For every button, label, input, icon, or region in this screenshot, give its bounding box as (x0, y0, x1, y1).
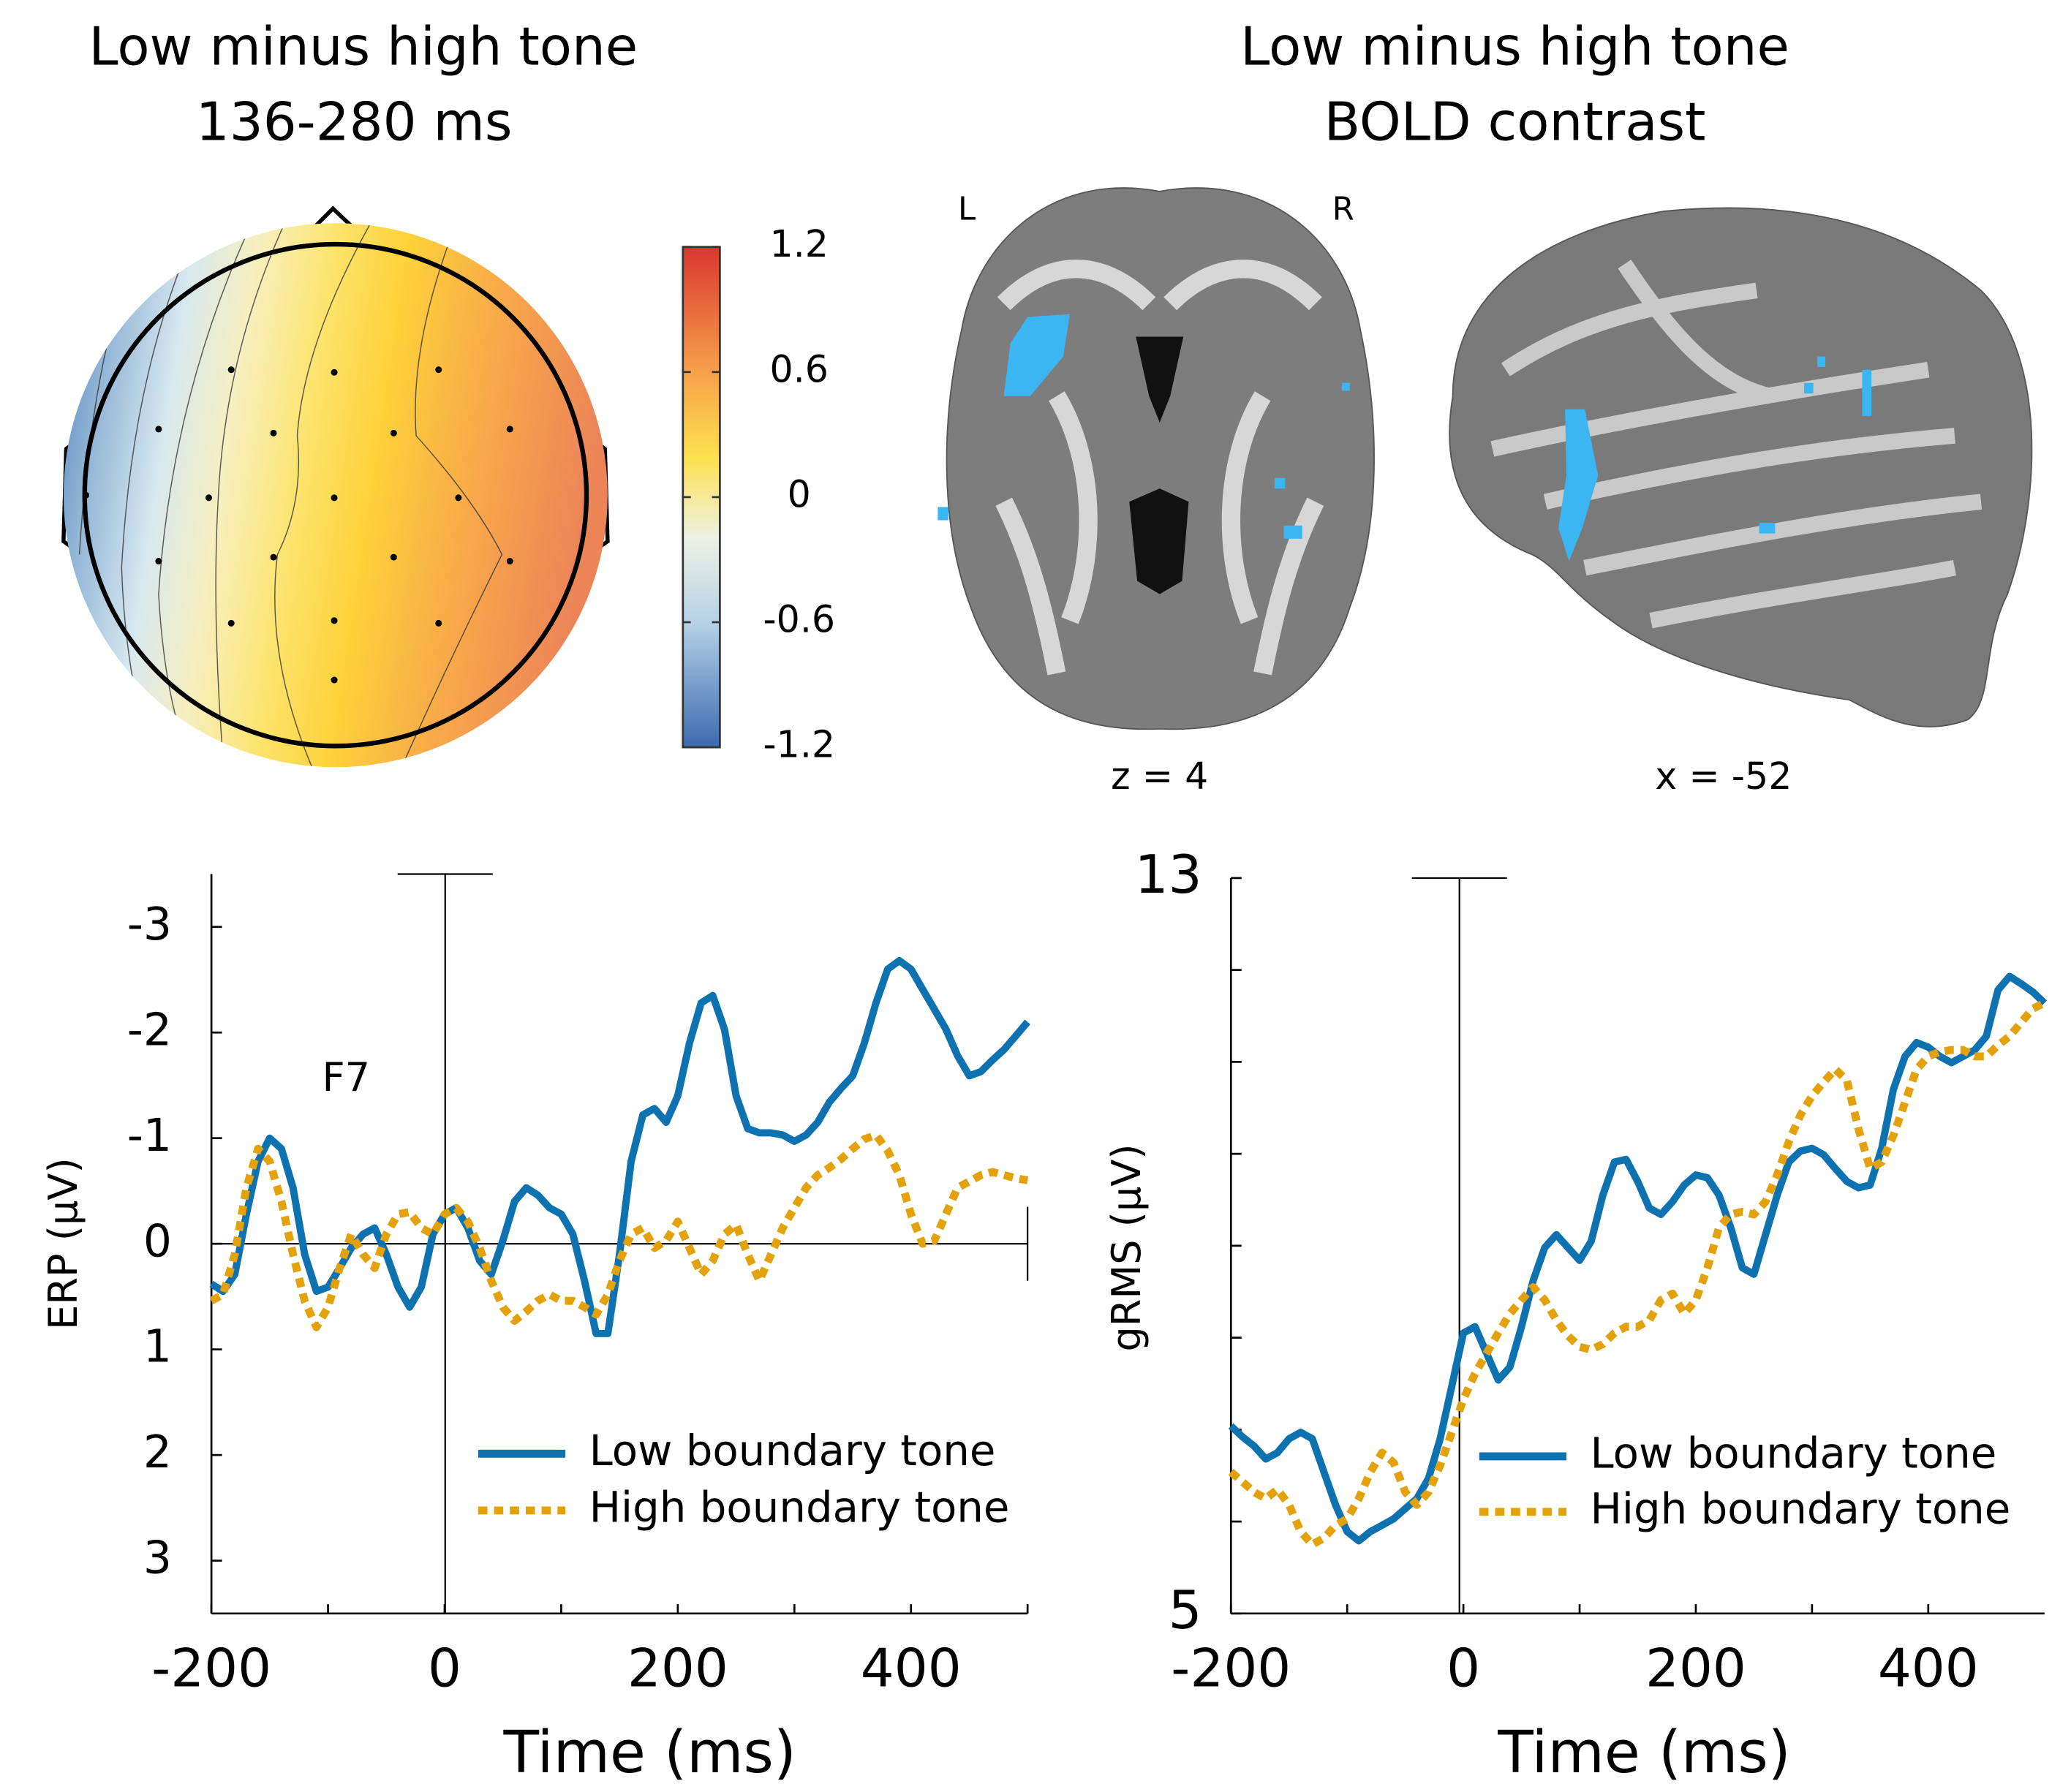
x-tick-label: -200 (1171, 1638, 1291, 1699)
chart: 5 13 -200 0 200 400 Time (ms) gRMS (µV) Low boun… (1104, 844, 2045, 1786)
legend-label: Low boundary tone (1590, 1429, 1996, 1478)
bold-title: Low minus high tone (1240, 17, 1789, 78)
left-label: L (958, 191, 976, 227)
y-tick-label: -1 (127, 1110, 172, 1162)
y-tick-label: 1 (143, 1321, 172, 1373)
colorbar-tick-label: 0.6 (770, 347, 829, 390)
y-tick-label: 2 (143, 1426, 172, 1478)
x-tick-label: 0 (1446, 1638, 1480, 1699)
legend-label: High boundary tone (1590, 1483, 2010, 1533)
x-tick-label: 200 (627, 1638, 728, 1699)
y-tick-label: 5 (1169, 1580, 1202, 1641)
topomap (53, 208, 621, 779)
colorbar-tick-label: 0 (788, 472, 811, 515)
sagittal-caption: x = -52 (1655, 755, 1792, 798)
colorbar-tick-label: -0.6 (763, 598, 835, 641)
right-label: R (1332, 191, 1354, 227)
topomap-subtitle: 136-280 ms (196, 92, 513, 154)
y-tick-label: -3 (127, 899, 172, 950)
axial-brain (938, 188, 1374, 729)
colorbar-tick-label: -1.2 (763, 723, 835, 766)
y-tick-label: 3 (143, 1532, 172, 1584)
y-tick-label: 13 (1135, 844, 1202, 906)
y-axis-label: ERP (µV) (40, 1157, 86, 1329)
x-tick-label: 200 (1645, 1638, 1746, 1699)
chart: -3 -2 -1 0 1 2 3 -200 0 200 400 Time (ms) ERP (µV) F7… (40, 874, 1027, 1786)
bold-subtitle: BOLD contrast (1324, 92, 1706, 154)
x-tick-label: 0 (428, 1638, 461, 1699)
page: {"topomap":{"title":["Low minus high ton… (0, 0, 2071, 1789)
x-axis-label: Time (ms) (502, 1718, 796, 1786)
x-tick-label: -200 (151, 1638, 271, 1699)
axial-caption: z = 4 (1111, 755, 1208, 798)
legend-label: High boundary tone (589, 1483, 1010, 1532)
topomap-title: Low minus high tone (88, 17, 638, 78)
y-tick-label: 0 (143, 1215, 172, 1267)
x-axis-label: Time (ms) (1497, 1718, 1790, 1786)
sagittal-brain (1449, 208, 2032, 727)
legend-label: Low boundary tone (589, 1426, 996, 1475)
figure: Low minus high tone 136-280 ms Low minus… (0, 0, 2071, 1789)
annotation: F7 (322, 1054, 371, 1100)
x-tick-label: 400 (861, 1638, 962, 1699)
series-line (211, 961, 1027, 1334)
colorbar-tick-label: 1.2 (770, 222, 829, 265)
x-tick-label: 400 (1878, 1638, 1979, 1699)
y-tick-label: -2 (127, 1004, 172, 1056)
y-axis-label: gRMS (µV) (1104, 1144, 1150, 1352)
